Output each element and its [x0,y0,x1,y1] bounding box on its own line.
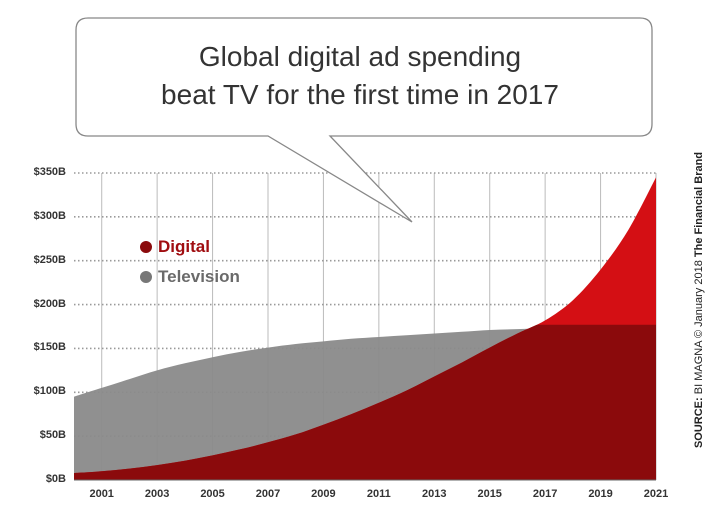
legend: Digital Television [140,232,240,292]
chart-series [74,177,656,481]
source-brand: The Financial Brand [693,151,705,258]
legend-dot-digital [140,241,152,253]
x-tick-label: 2001 [89,488,114,500]
callout-title-line2: beat TV for the first time in 2017 [161,79,559,110]
x-tick-label: 2005 [200,488,225,500]
y-tick-label: $200B [33,297,66,310]
x-tick-label: 2009 [311,488,336,500]
source-copyright: © January 2018 [693,260,705,338]
y-tick-label: $150B [33,341,66,354]
x-tick-label: 2017 [532,488,558,500]
legend-label-television: Television [158,267,240,286]
x-tick-label: 2003 [144,488,170,500]
legend-dot-television [140,271,152,283]
x-tick-label: 2021 [643,488,669,500]
source-provider: BI MAGNA [693,341,705,395]
x-tick-label: 2015 [477,488,502,500]
legend-item-television: Television [140,262,240,292]
y-tick-label: $0B [45,473,66,485]
y-tick-label: $350B [33,166,66,178]
callout-bubble [75,17,653,223]
y-tick-label: $50B [39,429,66,442]
series-area-digital [74,324,656,480]
x-tick-label: 2007 [255,488,281,500]
legend-item-digital: Digital [140,232,240,262]
x-tick-label: 2011 [366,488,391,500]
callout-title-line1: Global digital ad spending [198,41,522,72]
source-credit: SOURCE: BI MAGNA © January 2018 The Fina… [693,152,705,448]
x-tick-label: 2019 [588,488,613,500]
callout-title: Global digital ad spending beat TV for t… [100,38,620,114]
source-label: SOURCE: [693,397,705,449]
y-tick-label: $300B [33,209,66,222]
y-tick-label: $100B [33,385,66,398]
x-tick-label: 2013 [422,488,447,500]
y-tick-label: $250B [33,253,66,266]
legend-label-digital: Digital [158,237,210,256]
